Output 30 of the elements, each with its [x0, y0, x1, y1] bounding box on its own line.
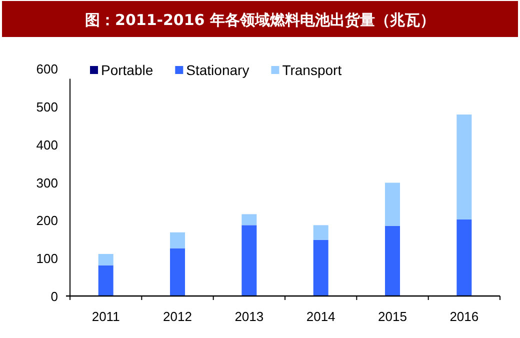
x-tick-label: 2015: [378, 309, 407, 324]
bar: [242, 225, 257, 296]
bar: [170, 248, 185, 296]
bar: [313, 225, 328, 240]
bar: [456, 114, 472, 220]
x-tick-label: 2012: [163, 309, 192, 324]
y-tick-label: 400: [36, 137, 58, 152]
x-tick-label: 2013: [234, 309, 264, 324]
y-tick-label: 300: [36, 175, 58, 190]
bar: [385, 226, 400, 296]
chart-title: 图：2011-2016 年各领域燃料电池出货量（兆瓦）: [85, 11, 435, 29]
bar: [242, 214, 257, 226]
legend-label: Portable: [101, 62, 154, 78]
legend-label: Transport: [282, 62, 342, 78]
legend-label: Stationary: [186, 62, 250, 78]
bar: [385, 182, 400, 226]
y-tick-label: 600: [36, 62, 58, 77]
y-tick-label: 500: [36, 100, 58, 115]
bar: [313, 240, 328, 296]
x-tick-label: 2016: [450, 309, 479, 324]
bar: [98, 265, 114, 296]
bar: [98, 254, 114, 266]
title: 图：2011-2016 年各领域燃料电池出货量（兆瓦）: [2, 1, 518, 37]
bar: [170, 232, 185, 248]
y-tick-label: 0: [50, 289, 58, 304]
y-tick-label: 100: [36, 251, 58, 266]
y-tick-label: 200: [36, 213, 58, 228]
bar: [456, 219, 472, 296]
x-tick-label: 2011: [92, 309, 120, 324]
x-tick-label: 2014: [306, 309, 336, 324]
